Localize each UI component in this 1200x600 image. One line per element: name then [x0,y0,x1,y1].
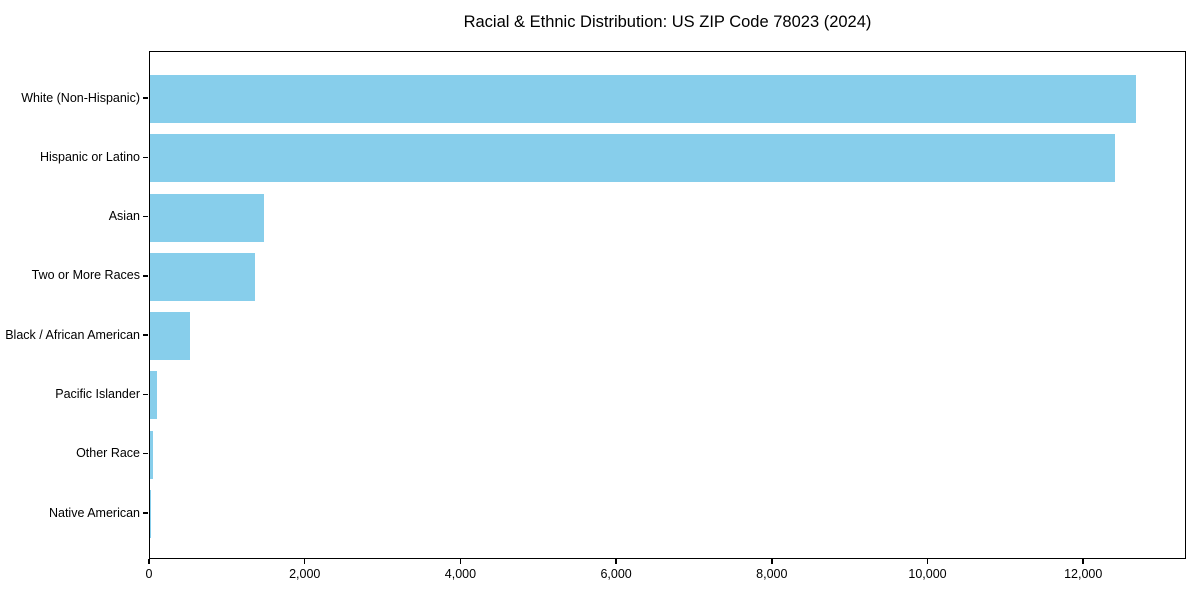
x-axis-tick [148,559,150,564]
bar [150,75,1137,123]
y-axis-label: Asian [108,209,140,224]
y-axis-label: White (Non-Hispanic) [21,90,140,105]
x-axis-tick [303,559,306,564]
y-axis-tick [142,156,148,159]
bar [150,312,190,361]
x-axis-tick-label: 4,000 [444,567,477,581]
x-axis-tick [615,559,617,564]
y-axis-label: Native American [48,505,140,520]
y-axis-label: Two or More Races [31,268,140,283]
x-axis-tick-label: 6,000 [600,567,632,581]
y-axis-tick [142,334,148,336]
y-axis-tick [142,452,148,455]
x-axis-tick [459,559,462,564]
x-axis-tick-label: 0 [145,567,153,581]
y-axis-label: Pacific Islander [55,386,140,401]
bar [150,371,157,420]
x-axis-tick-label: 8,000 [756,567,788,581]
y-axis-tick [142,215,148,218]
x-axis-tick [926,559,929,564]
y-axis-tick [142,97,148,99]
bar [150,490,151,538]
bar [150,252,256,301]
x-axis-tick-label: 12,000 [1064,567,1103,581]
bar [150,430,154,479]
x-axis-tick-label: 2,000 [289,567,321,581]
plot-area [149,51,1186,559]
chart-title: Racial & Ethnic Distribution: US ZIP Cod… [463,13,872,31]
bar [150,193,264,242]
y-axis-label: Hispanic or Latino [39,149,140,164]
x-axis-tick-label: 10,000 [908,567,947,581]
x-axis-tick [771,559,773,564]
y-axis-tick [142,512,148,514]
y-axis-tick [142,393,148,396]
y-axis-label: Black / African American [5,327,140,342]
y-axis-label: Other Race [76,446,140,461]
bar [150,134,1115,183]
x-axis-tick [1082,559,1084,564]
y-axis-tick [142,275,148,277]
